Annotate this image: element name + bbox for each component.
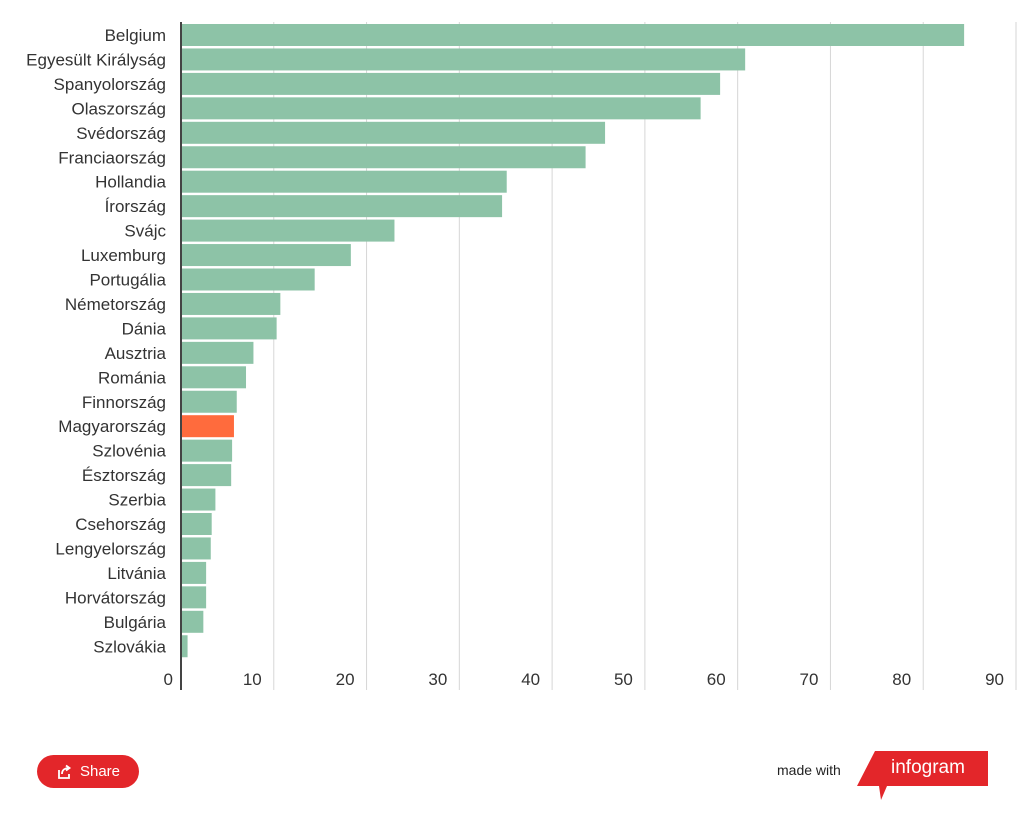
bar[interactable] — [182, 513, 212, 535]
category-label: Szerbia — [108, 491, 166, 510]
category-label: Svédország — [76, 124, 166, 143]
bar[interactable] — [182, 341, 254, 364]
category-label: Spanyolország — [54, 75, 166, 94]
bar[interactable] — [182, 268, 315, 291]
bar[interactable] — [182, 244, 351, 267]
category-label: Portugália — [89, 271, 166, 290]
bar[interactable] — [182, 537, 211, 560]
category-label: Dánia — [122, 319, 167, 338]
bar[interactable] — [182, 488, 216, 511]
bar[interactable] — [182, 97, 701, 120]
category-label: Horvátország — [65, 588, 166, 607]
category-label: Szlovénia — [92, 442, 166, 461]
category-label: Olaszország — [72, 99, 166, 118]
tick-label: 10 — [243, 670, 262, 689]
category-label: Belgium — [105, 26, 166, 45]
bar[interactable] — [182, 610, 204, 633]
bar[interactable] — [182, 292, 281, 315]
category-label: Csehország — [75, 515, 166, 534]
category-label: Bulgária — [104, 613, 167, 632]
bar[interactable] — [182, 170, 507, 193]
bar[interactable] — [182, 586, 207, 609]
category-label: Svájc — [124, 222, 166, 241]
category-label: Románia — [98, 368, 167, 387]
tick-label: 30 — [428, 670, 447, 689]
bar[interactable] — [182, 195, 503, 218]
tick-label: 20 — [336, 670, 355, 689]
bar[interactable] — [182, 390, 237, 413]
category-label: Észtország — [82, 466, 166, 485]
tick-labels: 0 10 20 30 40 50 60 70 80 90 — [164, 670, 1004, 689]
bar[interactable] — [182, 72, 721, 95]
tick-label: 70 — [800, 670, 819, 689]
bar[interactable] — [182, 24, 965, 46]
tick-label: 80 — [892, 670, 911, 689]
tick-label: 40 — [521, 670, 540, 689]
category-label: Hollandia — [95, 173, 166, 192]
bar[interactable] — [182, 415, 234, 438]
brand-text: infogram — [891, 757, 965, 778]
bar[interactable] — [182, 48, 746, 71]
bar-chart: Belgium Egyesült Királyság Spanyolország Ol… — [26, 22, 1017, 690]
share-icon — [58, 764, 72, 779]
bar[interactable] — [182, 464, 232, 487]
infogram-logo-icon — [857, 751, 988, 800]
category-label: Magyarország — [58, 417, 166, 436]
bar[interactable] — [182, 317, 277, 340]
category-label: Franciaország — [58, 148, 166, 167]
tick-label: 90 — [985, 670, 1004, 689]
category-label: Lengyelország — [55, 539, 166, 558]
category-label: Írország — [105, 197, 166, 216]
bars — [182, 24, 965, 658]
share-label: Share — [79, 763, 121, 780]
bar[interactable] — [182, 635, 188, 658]
category-label: Finnország — [82, 393, 166, 412]
category-labels: Belgium Egyesült Királyság Spanyolország Ol… — [26, 26, 166, 656]
category-label: Litvánia — [107, 564, 166, 583]
category-label: Németország — [65, 295, 166, 314]
made-with-text: made with — [777, 762, 841, 778]
tick-label: 50 — [614, 670, 633, 689]
bar[interactable] — [182, 439, 233, 462]
tick-label: 60 — [707, 670, 726, 689]
category-label: Ausztria — [105, 344, 167, 363]
tick-label: 0 — [164, 670, 173, 689]
bar[interactable] — [182, 121, 606, 144]
infogram-logo-link[interactable]: infogram — [857, 751, 988, 801]
bar[interactable] — [182, 219, 395, 242]
category-label: Szlovákia — [93, 637, 166, 656]
bar[interactable] — [182, 561, 207, 584]
share-button[interactable]: Share — [37, 755, 139, 788]
category-label: Luxemburg — [81, 246, 166, 265]
category-label: Egyesült Királyság — [26, 50, 166, 69]
bar[interactable] — [182, 146, 586, 169]
bar[interactable] — [182, 366, 247, 389]
